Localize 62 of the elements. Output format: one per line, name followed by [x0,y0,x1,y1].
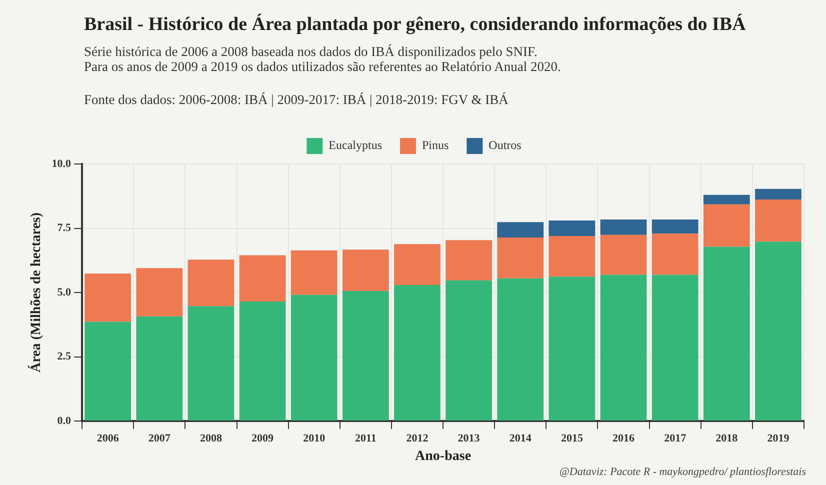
legend-label: Pinus [422,138,449,152]
y-tick-label: 7.5 [57,222,72,234]
x-tick-label: 2017 [664,432,687,444]
x-axis-title: Ano-base [415,449,472,464]
y-tick-label: 10.0 [52,158,72,170]
bar [652,220,698,234]
bar [394,285,440,420]
bar [188,260,234,306]
bar [136,316,183,420]
bar [342,290,389,420]
x-tick-label: 2007 [148,432,171,444]
bar [84,322,132,420]
y-tick-label: 2.5 [57,350,72,363]
x-tick-label: 2014 [509,432,532,444]
x-tick-label: 2008 [200,432,222,444]
text: @Dataviz: Pacote R - maykongpedro/ plantiosflorestais [559,466,806,478]
bar [290,294,338,420]
bar [703,204,750,247]
source-note: Fonte dos dados: 2006-2008: IBÁ | 2009-2017: IBÁ | 2018-2019: FGV & IBÁ [84,92,508,108]
bar [446,240,492,280]
bar [497,222,544,238]
bar [755,199,802,242]
bar [84,273,132,322]
x-tick-label: 2015 [560,432,584,444]
bar [652,274,698,420]
bar [136,268,183,316]
bar [394,244,440,286]
bar [548,220,596,236]
bar [600,234,647,275]
bar [703,246,750,420]
y-tick-label: 0.0 [57,414,72,427]
bar [652,234,698,275]
x-tick-label: 2013 [458,432,480,444]
bar [239,301,286,420]
y-tick-label: 5.0 [57,286,72,298]
x-tick-label: 2010 [303,432,326,444]
bar [497,278,544,420]
x-tick-label: 2019 [767,432,790,444]
bar [703,194,750,204]
bar [548,276,596,420]
x-tick-label: 2018 [716,432,738,444]
bar [548,236,596,277]
x-tick-label: 2009 [252,432,274,444]
bar [239,255,286,302]
legend-label: Outros [488,138,522,152]
bar [188,306,234,420]
x-tick-label: 2012 [406,432,429,444]
chart-title: Brasil - Histórico de Área plantada por gênero, considerando informações do IBÁ [84,14,746,36]
bar [600,220,647,235]
bar [755,188,802,200]
bar [600,274,647,420]
chart-subtitle: Série histórica de 2006 a 2008 baseada nos dados do IBÁ disponilizados pelo SNIF. Para os anos de 2009 a 2019 os dados utilizados são referentes ao Relatório Anual 2020. [84,44,561,74]
bar [446,280,492,420]
x-tick-label: 2006 [96,432,120,444]
bar [290,250,338,295]
legend-label: Eucalyptus [328,138,382,152]
y-axis-title: Área (Milhões de hectares) [27,212,44,373]
x-tick-label: 2011 [354,432,376,444]
bar [755,242,802,420]
x-tick-label: 2016 [612,432,636,444]
bar [342,250,389,291]
bar [497,238,544,278]
